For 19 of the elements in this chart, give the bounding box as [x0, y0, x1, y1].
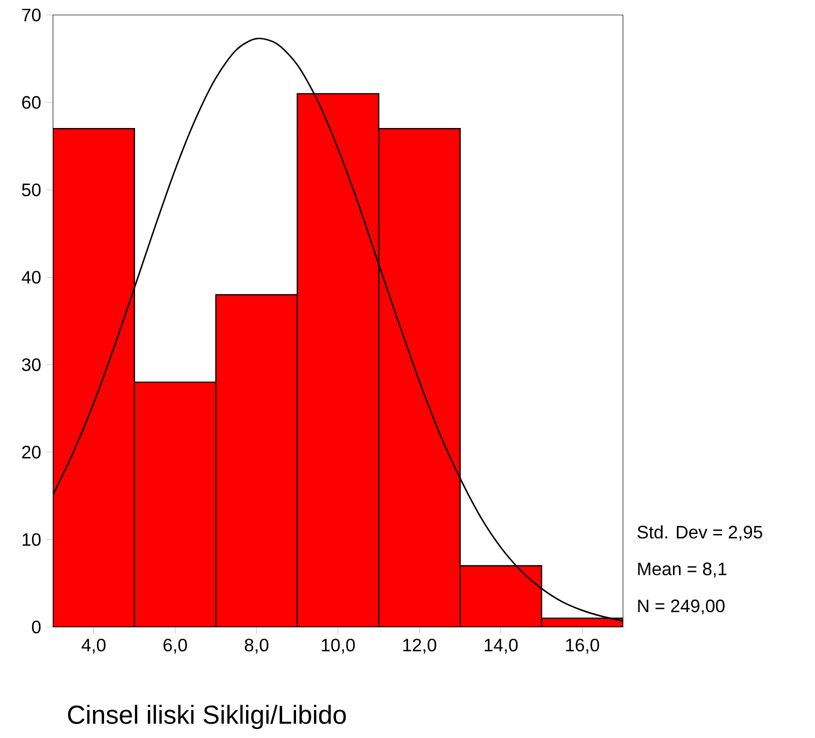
x-tick-label: 8,0 — [244, 638, 268, 654]
x-tick-label: 6,0 — [164, 638, 187, 654]
y-tick-label: 60 — [22, 96, 41, 109]
x-tick-label: 10,0 — [322, 638, 355, 654]
y-tick-label: 10 — [22, 533, 41, 546]
x-tick-label: 4,0 — [82, 638, 106, 654]
x-tick-label: 16,0 — [566, 638, 600, 654]
text: Std. Dev = 2,95 — [638, 525, 762, 541]
x-tick-label: 14,0 — [484, 638, 518, 654]
text: N = 249,00 — [638, 600, 725, 614]
y-tick-label: 30 — [22, 358, 41, 372]
y-tick-label: 50 — [22, 183, 41, 196]
x-axis-title: Cinsel iliski Sikligi/Libido — [68, 704, 346, 730]
y-tick-label: 70 — [22, 8, 41, 22]
y-tick-label: 0 — [32, 620, 41, 634]
y-tick-label: 20 — [22, 446, 41, 458]
x-tick-label: 12,0 — [403, 638, 436, 654]
text: Mean = 8,1 — [638, 562, 726, 578]
y-tick-label: 40 — [22, 270, 41, 284]
